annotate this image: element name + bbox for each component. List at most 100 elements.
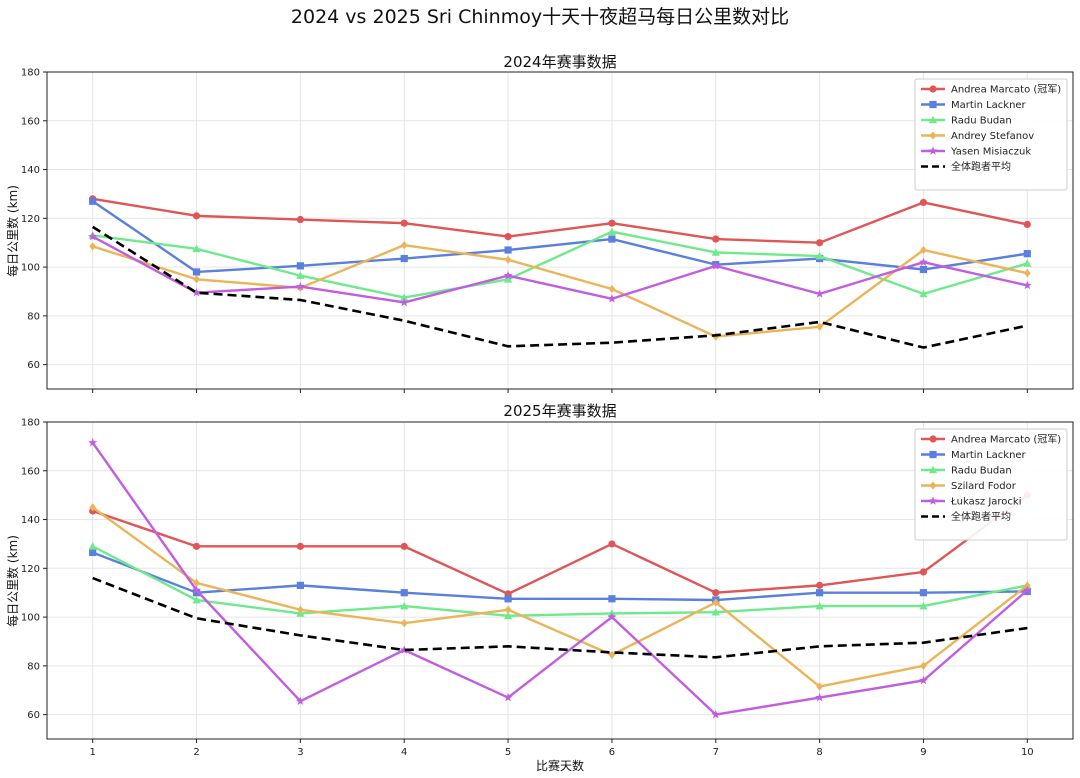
data-point (192, 288, 201, 297)
series-andrea-marcato-(冠军) (89, 195, 1031, 247)
data-point (297, 605, 304, 614)
chart-title: 2024 vs 2025 Sri Chinmoy十天十夜超马每日公里数对比 (291, 6, 789, 28)
data-point (711, 261, 721, 270)
data-point (919, 601, 928, 610)
data-point (192, 589, 201, 597)
legend-label: Radu Budan (951, 116, 1012, 127)
data-point (89, 503, 97, 512)
data-point (192, 542, 201, 550)
x-tick-label: 9 (920, 747, 926, 758)
y-axis-label: 每日公里数 (km) (5, 185, 20, 277)
series-line (91, 225, 1028, 349)
data-point (400, 619, 408, 628)
data-point (504, 595, 512, 603)
data-point (1023, 581, 1031, 590)
legend-label: Yasen Misiaczuk (950, 147, 1031, 158)
data-point (296, 581, 304, 589)
data-point (504, 246, 512, 254)
data-point (193, 578, 200, 588)
series-martin-lackner (89, 197, 1031, 276)
data-point (816, 322, 823, 331)
legend-label: Łukasz Jarocki (950, 497, 1022, 508)
legend-box (914, 78, 1068, 191)
legend-marker (928, 146, 938, 155)
data-point (919, 198, 928, 207)
data-point (920, 661, 927, 670)
data-point (919, 589, 928, 597)
series-line (92, 200, 1028, 274)
data-point (503, 270, 513, 280)
legend-box (914, 428, 1068, 541)
y-tick-label: 180 (21, 68, 40, 79)
data-point (608, 595, 616, 603)
data-point (1023, 250, 1031, 258)
data-point (400, 601, 409, 610)
series-全体跑者平均 (91, 225, 1028, 349)
series-line (92, 197, 1028, 244)
data-point (815, 251, 824, 260)
data-point (89, 548, 97, 557)
data-point (815, 601, 824, 610)
data-point (88, 231, 98, 241)
series-line (92, 230, 1028, 299)
series-line (92, 494, 1029, 596)
data-point (295, 281, 305, 291)
legend-marker (928, 115, 938, 124)
data-point (816, 682, 823, 691)
data-point (711, 709, 721, 719)
legend-label: 全体跑者平均 (951, 510, 1011, 523)
legend-label: Andrey Stefanov (951, 131, 1034, 142)
data-point (504, 255, 512, 264)
data-point (815, 692, 825, 702)
data-point (504, 232, 512, 241)
panel-2024: 2024年赛事数据 每日公里数 (km) (5, 53, 617, 277)
legend-label: Szilard Fodor (951, 481, 1017, 492)
data-point (192, 595, 201, 604)
legend-marker (929, 131, 937, 140)
y-tick-label: 160 (21, 466, 40, 477)
plot-frame (46, 421, 1074, 740)
data-point (192, 212, 201, 220)
y-tick-label: 60 (27, 360, 40, 371)
data-point (919, 568, 928, 576)
series-radu-budan (88, 542, 1032, 620)
y-tick-label: 100 (21, 263, 40, 274)
data-point (919, 675, 928, 685)
series-łukasz-jarocki (88, 438, 1032, 719)
data-point (1023, 259, 1032, 267)
legend-marker (929, 450, 937, 459)
legend-marker (929, 100, 937, 109)
data-point (193, 275, 200, 284)
data-point (400, 542, 408, 550)
data-point (399, 297, 409, 307)
data-point (1022, 585, 1032, 595)
data-point (295, 696, 305, 705)
data-point (504, 605, 512, 614)
data-point (296, 542, 304, 550)
data-point (192, 268, 201, 276)
legend-label: Martin Lackner (951, 450, 1027, 461)
data-point (920, 245, 927, 255)
data-point (607, 227, 617, 236)
data-point (192, 585, 201, 595)
legend-label: Martin Lackner (951, 100, 1027, 111)
data-point (296, 271, 305, 279)
x-tick-label: 2 (193, 747, 199, 758)
series-line (92, 545, 1028, 618)
y-tick-label: 80 (27, 661, 40, 672)
y-tick-label: 180 (21, 418, 40, 429)
legend: Andrea Marcato (冠军) Martin Lackner Radu Bu… (914, 428, 1068, 541)
y-tick-label: 120 (21, 214, 40, 225)
x-tick-label: 7 (713, 747, 719, 758)
series-line (91, 506, 1029, 688)
data-point (400, 219, 408, 227)
data-point (503, 692, 513, 702)
data-point (89, 242, 97, 251)
series-line (91, 442, 1029, 716)
data-point (607, 612, 617, 621)
y-tick-label: 60 (27, 710, 40, 721)
y-tick-label: 160 (21, 116, 40, 127)
series-szilard-fodor (89, 503, 1031, 691)
x-tick-label: 6 (609, 747, 615, 758)
